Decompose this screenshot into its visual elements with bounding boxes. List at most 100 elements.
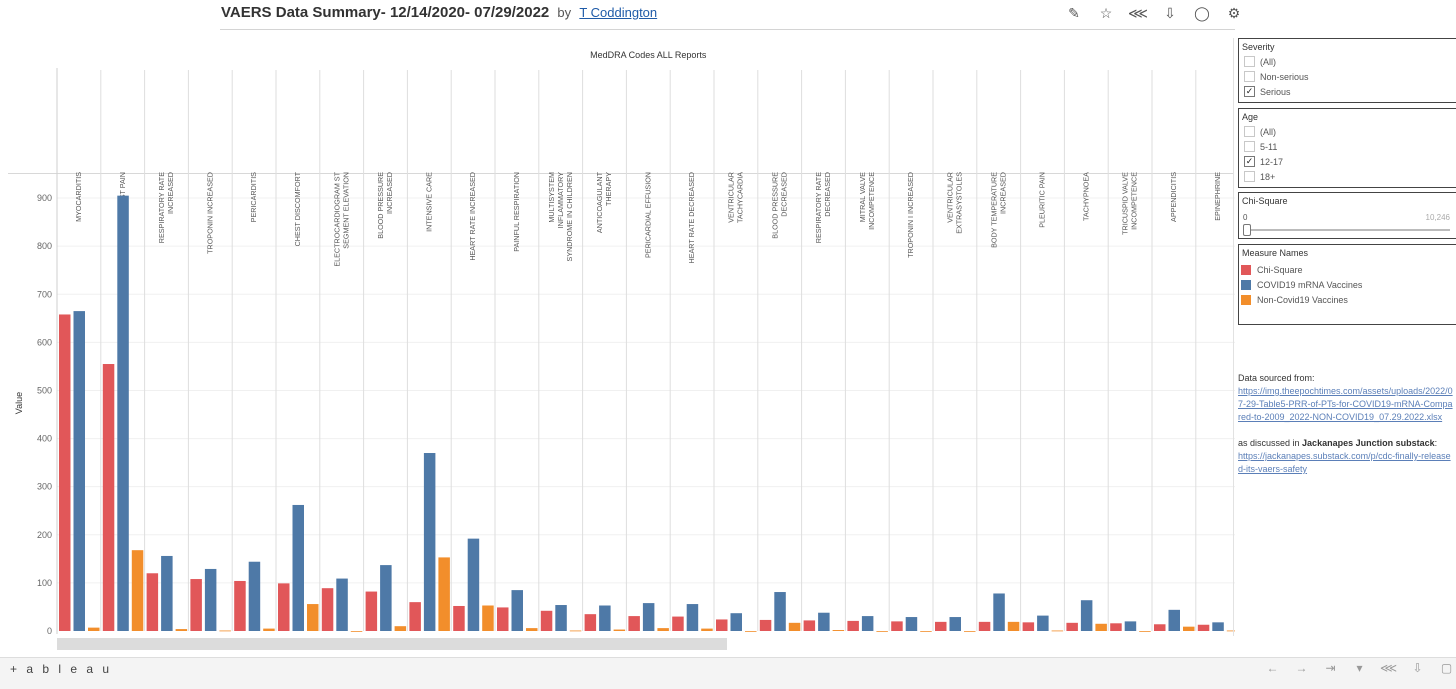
severity-option[interactable]: (All) <box>1239 54 1456 69</box>
bar-chi-square <box>1110 623 1122 631</box>
bar-covid19-mrna-vaccines <box>380 565 392 631</box>
bar-covid19-mrna-vaccines <box>774 592 786 631</box>
y-tick-label: 400 <box>37 434 52 444</box>
y-tick-label: 200 <box>37 530 52 540</box>
legend-swatch <box>1241 264 1251 275</box>
tableau-logo[interactable]: + a b l e a u <box>10 662 113 676</box>
header-divider <box>220 29 1235 30</box>
age-option[interactable]: 5-11 <box>1239 139 1456 154</box>
undo-icon[interactable]: ← <box>1266 661 1279 675</box>
bar-covid19-mrna-vaccines <box>248 561 261 631</box>
category-label: PAINFUL RESPIRATION <box>512 172 521 252</box>
by-label: by <box>557 5 572 20</box>
bar-chi-square <box>540 610 553 631</box>
checkbox[interactable] <box>1244 171 1255 182</box>
bar-covid19-mrna-vaccines <box>511 590 523 631</box>
share-icon[interactable]: ⋘ <box>1379 661 1398 675</box>
y-tick-label: 0 <box>47 626 52 636</box>
category-label: TACHYPNOEA <box>1081 172 1090 221</box>
category-label: TROPONIN I INCREASED <box>906 172 915 258</box>
bar-chi-square <box>278 583 290 631</box>
bar-non-covid19-vaccines <box>657 628 669 631</box>
footer-bar: + a b l e a u ← → ⇥ ▾ ⋘ ⇩ ▢ <box>0 657 1456 689</box>
redo-icon[interactable]: → <box>1295 661 1308 675</box>
horizontal-scrollbar[interactable] <box>57 638 727 650</box>
source-link[interactable]: https://img.theepochtimes.com/assets/upl… <box>1238 386 1453 422</box>
option-label: 18+ <box>1260 171 1276 182</box>
bar-non-covid19-vaccines <box>219 630 231 632</box>
legend-item[interactable]: Non-Covid19 Vaccines <box>1239 292 1456 307</box>
y-axis-label: Value <box>14 392 24 414</box>
category-label: BLOOD PRESSUREDECREASED <box>770 172 788 239</box>
star-icon[interactable]: ☆ <box>1099 5 1113 21</box>
option-label: (All) <box>1260 126 1276 137</box>
legend-item[interactable]: Chi-Square <box>1239 262 1456 277</box>
bar-covid19-mrna-vaccines <box>818 612 830 631</box>
slider-track[interactable] <box>1245 229 1450 231</box>
bar-covid19-mrna-vaccines <box>905 617 918 631</box>
bar-covid19-mrna-vaccines <box>336 578 348 631</box>
checkbox[interactable] <box>1244 126 1255 137</box>
y-tick-label: 300 <box>37 482 52 492</box>
bar-covid19-mrna-vaccines <box>73 311 85 631</box>
checkbox[interactable]: ✓ <box>1244 86 1255 97</box>
legend: Measure Names Chi-Square COVID19 mRNA Vac… <box>1238 244 1456 325</box>
bar-non-covid19-vaccines <box>701 628 713 631</box>
checkbox[interactable] <box>1244 56 1255 67</box>
bar-chi-square <box>803 620 816 631</box>
author-link[interactable]: T Coddington <box>579 5 658 20</box>
bar-non-covid19-vaccines <box>832 630 845 631</box>
bar-covid19-mrna-vaccines <box>949 617 961 631</box>
checkbox[interactable] <box>1244 71 1255 82</box>
bar-covid19-mrna-vaccines <box>599 605 611 631</box>
bar-covid19-mrna-vaccines <box>1037 615 1049 631</box>
checkbox[interactable]: ✓ <box>1244 156 1255 167</box>
bar-covid19-mrna-vaccines <box>730 613 742 631</box>
bar-non-covid19-vaccines <box>964 631 976 632</box>
toolbar: ✎ ☆ ⋘ ⇩ ◯ ⚙ <box>1058 4 1250 22</box>
category-label: VENTRICULAREXTRASYSTOLES <box>946 172 964 234</box>
slider-handle[interactable] <box>1243 224 1251 236</box>
pause-icon[interactable]: ▾ <box>1356 661 1363 675</box>
category-label: EPINEPHRINE <box>1213 172 1222 221</box>
legend-swatch <box>1241 294 1251 305</box>
revert-icon[interactable]: ⇥ <box>1325 661 1336 675</box>
dashboard-title: VAERS Data Summary- 12/14/2020- 07/29/20… <box>221 4 657 21</box>
bar-non-covid19-vaccines <box>1226 630 1235 632</box>
fullscreen-icon[interactable]: ▢ <box>1440 661 1453 675</box>
bar-chi-square <box>321 588 334 631</box>
bar-non-covid19-vaccines <box>920 631 932 632</box>
bar-chi-square <box>1154 624 1166 631</box>
bar-non-covid19-vaccines <box>1007 621 1020 631</box>
age-option[interactable]: (All) <box>1239 124 1456 139</box>
age-option[interactable]: 18+ <box>1239 169 1456 184</box>
category-label: ELECTROCARDIOGRAM STSEGMENT ELEVATION <box>332 171 350 266</box>
bar-non-covid19-vaccines <box>263 628 275 631</box>
legend-item[interactable]: COVID19 mRNA Vaccines <box>1239 277 1456 292</box>
age-option[interactable]: ✓ 12-17 <box>1239 154 1456 169</box>
bar-covid19-mrna-vaccines <box>292 504 304 631</box>
bar-chi-square <box>847 620 859 631</box>
y-tick-label: 500 <box>37 385 52 395</box>
y-tick-label: 700 <box>37 289 52 299</box>
settings-icon[interactable]: ⚙ <box>1227 5 1241 21</box>
download-icon[interactable]: ⇩ <box>1412 661 1423 675</box>
checkbox[interactable] <box>1244 141 1255 152</box>
bar-chi-square <box>759 619 772 631</box>
bar-non-covid19-vaccines <box>1051 630 1064 632</box>
bar-covid19-mrna-vaccines <box>642 603 655 631</box>
watch-icon[interactable]: ◯ <box>1194 5 1210 21</box>
severity-option[interactable]: ✓ Serious <box>1239 84 1456 99</box>
bar-covid19-mrna-vaccines <box>993 593 1005 631</box>
bar-covid19-mrna-vaccines <box>1168 609 1180 631</box>
data-source-note: Data sourced from: https://img.theepocht… <box>1238 372 1454 476</box>
share-icon[interactable]: ⋘ <box>1128 5 1148 21</box>
edit-icon[interactable]: ✎ <box>1068 5 1080 21</box>
category-label: APPENDICITIS <box>1169 172 1178 222</box>
download-icon[interactable]: ⇩ <box>1164 5 1176 21</box>
bar-chi-square <box>190 579 202 631</box>
bar-covid19-mrna-vaccines <box>1212 622 1224 631</box>
severity-option[interactable]: Non-serious <box>1239 69 1456 84</box>
substack-link[interactable]: https://jackanapes.substack.com/p/cdc-fi… <box>1238 451 1451 474</box>
bar-chi-square <box>716 619 728 631</box>
